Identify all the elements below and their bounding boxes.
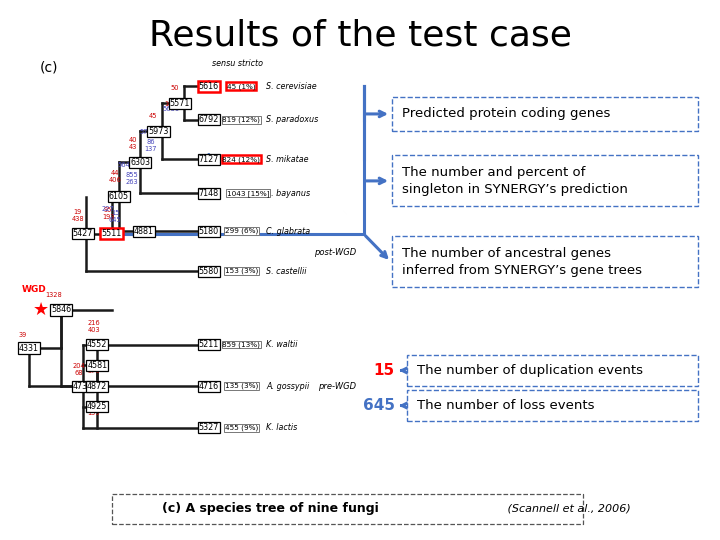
Text: 5580: 5580 <box>199 267 219 275</box>
Text: 4881: 4881 <box>134 227 154 235</box>
Text: Predicted protein coding genes: Predicted protein coding genes <box>402 107 611 120</box>
FancyBboxPatch shape <box>392 97 698 131</box>
Text: ★: ★ <box>33 301 49 319</box>
Text: 15
645: 15 645 <box>109 210 122 223</box>
Text: 7127: 7127 <box>199 155 219 164</box>
Text: 5973: 5973 <box>148 127 168 136</box>
Text: (Scannell et al., 2006): (Scannell et al., 2006) <box>504 504 631 514</box>
Text: 1328: 1328 <box>45 292 63 298</box>
Text: 1043 [15%]: 1043 [15%] <box>227 190 270 197</box>
Text: S. castellii: S. castellii <box>266 267 307 275</box>
Text: sensu stricto: sensu stricto <box>212 58 263 68</box>
Text: 86
137: 86 137 <box>144 139 157 152</box>
Text: 299 (6%): 299 (6%) <box>225 228 258 234</box>
Text: 819 (12%): 819 (12%) <box>222 117 260 123</box>
Text: 32
376: 32 376 <box>87 361 100 374</box>
Text: 859 (13%): 859 (13%) <box>222 341 260 348</box>
Text: S. mikatae: S. mikatae <box>266 155 309 164</box>
Text: C. glabrata: C. glabrata <box>266 227 310 235</box>
Text: (c): (c) <box>40 60 58 75</box>
Text: The number of duplication events: The number of duplication events <box>417 364 643 377</box>
Text: The number of loss events: The number of loss events <box>417 399 595 412</box>
Text: K. lactis: K. lactis <box>266 423 297 432</box>
Text: Results of the test case: Results of the test case <box>148 19 572 53</box>
Text: 45: 45 <box>149 113 158 119</box>
Text: (c) A species tree of nine fungi: (c) A species tree of nine fungi <box>161 502 379 516</box>
Text: 5616: 5616 <box>199 82 219 91</box>
Text: 4552: 4552 <box>87 340 107 349</box>
FancyBboxPatch shape <box>392 236 698 287</box>
Text: 6105: 6105 <box>109 192 129 201</box>
Text: The number and percent of
singleton in SYNERGY’s prediction: The number and percent of singleton in S… <box>402 166 629 195</box>
Text: The number of ancestral genes
inferred from SYNERGY’s gene trees: The number of ancestral genes inferred f… <box>402 247 642 276</box>
Text: A. gossypii: A. gossypii <box>266 382 310 390</box>
Text: 4716: 4716 <box>199 382 219 390</box>
Text: post-WGD: post-WGD <box>314 248 356 257</box>
Text: S. cerevisiae: S. cerevisiae <box>266 82 317 91</box>
Text: 15: 15 <box>374 363 395 378</box>
Text: pre-WGD: pre-WGD <box>318 382 356 390</box>
Text: 855
263: 855 263 <box>125 172 138 185</box>
Text: 5427: 5427 <box>73 230 93 238</box>
Text: 645: 645 <box>363 398 395 413</box>
Text: 5327: 5327 <box>199 423 219 432</box>
Text: 40
43: 40 43 <box>129 137 138 150</box>
Text: 5180: 5180 <box>199 227 219 235</box>
Text: 5711: 5711 <box>139 129 156 134</box>
Text: 455 (9%): 455 (9%) <box>225 424 258 431</box>
Text: 39: 39 <box>19 332 27 339</box>
Text: K. waltii: K. waltii <box>266 340 298 349</box>
Text: 95
193: 95 193 <box>102 207 114 220</box>
Text: 227: 227 <box>102 206 114 212</box>
Text: 106
159: 106 159 <box>87 403 100 416</box>
Text: 5648: 5648 <box>117 162 135 168</box>
Text: 824 (12%): 824 (12%) <box>222 156 260 163</box>
Text: 4925: 4925 <box>87 402 107 411</box>
Text: 153 (3%): 153 (3%) <box>225 268 258 274</box>
Text: 4739: 4739 <box>73 382 93 390</box>
Text: 6303: 6303 <box>130 158 150 167</box>
Text: 204
68: 204 68 <box>73 363 86 376</box>
Text: WGD: WGD <box>22 285 46 294</box>
Text: 135 (3%): 135 (3%) <box>225 383 258 389</box>
Text: 105: 105 <box>164 102 177 107</box>
FancyBboxPatch shape <box>112 494 583 524</box>
Text: S. bayanus: S. bayanus <box>266 189 310 198</box>
FancyBboxPatch shape <box>392 155 698 206</box>
Text: 44
406: 44 406 <box>109 170 122 183</box>
Text: 5511: 5511 <box>102 230 122 238</box>
Text: 4872: 4872 <box>87 382 107 390</box>
Text: 6792: 6792 <box>199 116 219 124</box>
Text: 4331: 4331 <box>19 343 39 353</box>
Text: 7148: 7148 <box>199 189 219 198</box>
Text: 216
403: 216 403 <box>87 320 100 333</box>
Text: 4581: 4581 <box>87 361 107 370</box>
Text: 45 (1%): 45 (1%) <box>227 83 256 90</box>
Text: 5846: 5846 <box>51 306 71 314</box>
Text: 19
438: 19 438 <box>71 209 84 222</box>
Text: 5211: 5211 <box>199 340 219 349</box>
FancyBboxPatch shape <box>407 355 698 386</box>
Text: 5686: 5686 <box>162 106 179 112</box>
Text: 50: 50 <box>171 85 179 91</box>
FancyBboxPatch shape <box>407 390 698 421</box>
Text: S. paradoxus: S. paradoxus <box>266 116 319 124</box>
Text: 5571: 5571 <box>170 99 190 107</box>
